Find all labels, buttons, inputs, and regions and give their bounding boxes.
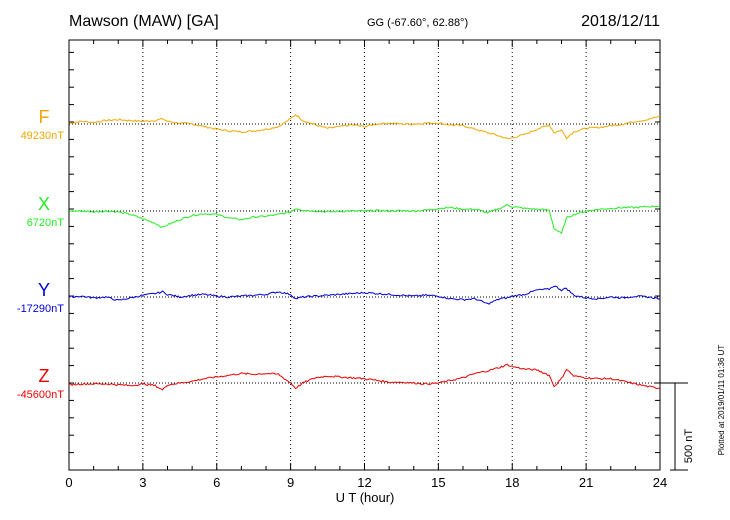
series-line-f [68,113,660,140]
station-title: Mawson (MAW) [GA] [69,13,219,30]
series-lines [68,113,661,391]
series-baselines [69,123,660,384]
series-line-z [68,363,660,391]
series-baseline-label-z: -45600nT [17,389,64,401]
series-baseline-label-f: 49230nT [21,130,65,142]
chart-date: 2018/12/11 [581,13,660,30]
series-name-f: F [39,107,50,127]
x-tick-label-3: 3 [139,475,146,490]
plotted-note: Plotted at 2019/01/11 01:36 UT [717,345,726,456]
series-name-y: Y [38,280,50,300]
scale-bar-label: 500 nT [683,429,695,464]
series-name-x: X [38,194,50,214]
series-baseline-label-x: 6720nT [27,217,65,229]
station-coordinates: GG (-67.60°, 62.88°) [367,17,468,29]
grid-lines [142,40,587,470]
frame-ticks [68,40,661,471]
x-tick-label-6: 6 [213,475,220,490]
series-name-z: Z [39,366,50,386]
x-axis-label: U T (hour) [336,490,395,505]
x-tick-labels: 0 3 6 9 12 15 18 21 24 [65,475,667,490]
x-tick-label-24: 24 [653,475,667,490]
x-tick-label-0: 0 [65,475,72,490]
x-tick-label-21: 21 [579,475,593,490]
series-baseline-label-y: -17290nT [17,303,64,315]
x-tick-label-18: 18 [505,475,519,490]
series-labels: F 49230nT X 6720nT Y -17290nT Z -45600nT [17,107,64,401]
x-tick-label-12: 12 [357,475,371,490]
series-line-y [68,285,661,305]
x-tick-label-9: 9 [287,475,294,490]
scale-bar: 500 nT [660,382,695,471]
series-line-x [68,204,661,235]
x-tick-label-15: 15 [431,475,445,490]
